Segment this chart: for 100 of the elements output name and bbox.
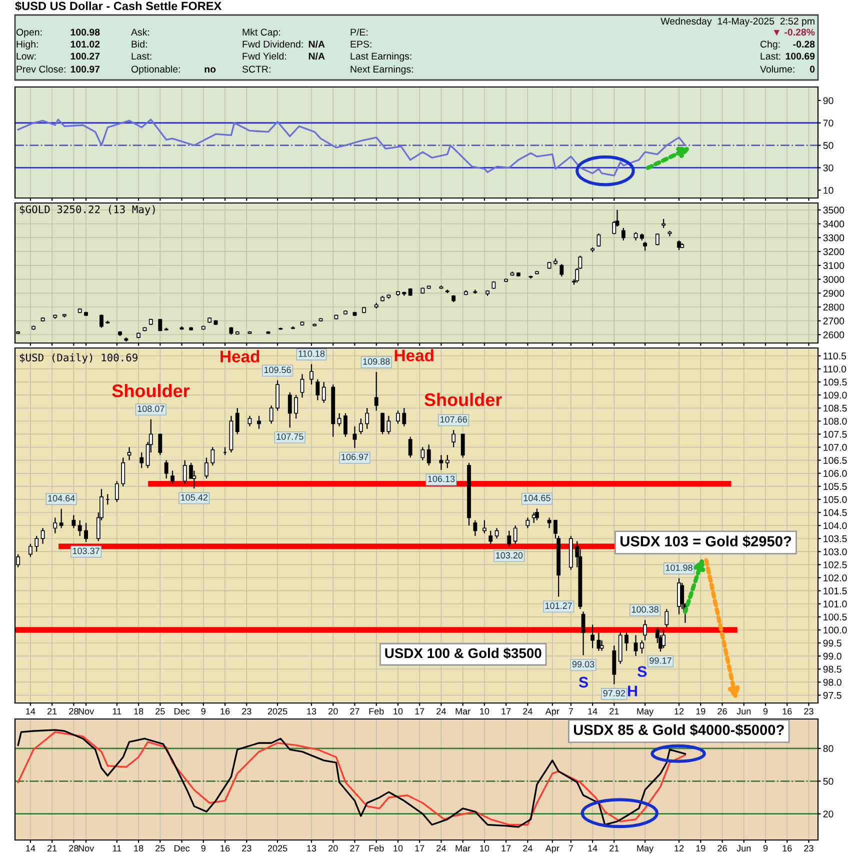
annotation: H (628, 686, 637, 696)
candlestick (662, 218, 666, 229)
annotation: Head (394, 349, 434, 362)
candlestick (40, 528, 45, 544)
y-tick-label: 50 (823, 142, 834, 149)
annotation: USDX 103 = Gold $2950? (620, 535, 792, 548)
text: P/E: (350, 28, 368, 36)
x-tick-label: 25 (156, 708, 165, 714)
x-tick-label: 9 (201, 708, 206, 714)
candlestick (121, 457, 126, 487)
y-tick-label: 99.0 (823, 652, 842, 660)
candlestick (408, 436, 412, 458)
candlestick (300, 374, 304, 398)
x-tick-label: 10 (480, 845, 490, 852)
y-tick-label: 2900 (823, 290, 844, 297)
x-tick-label: 28 (69, 845, 78, 852)
candlestick (494, 528, 499, 540)
candlestick (140, 452, 144, 469)
y-tick-label: 3400 (823, 220, 844, 228)
candlestick (344, 412, 348, 438)
candlestick (643, 241, 648, 252)
annotation: 107.66 (440, 416, 467, 423)
candlestick (210, 446, 215, 466)
candlestick (84, 522, 88, 542)
candlestick (164, 460, 168, 480)
x-tick-label: Jun (736, 845, 751, 852)
chart-title: $GOLD 3250.22 (13 May) (20, 205, 155, 216)
text: SCTR: (242, 66, 270, 73)
candlestick (170, 470, 174, 484)
x-tick-label: 25 (156, 845, 165, 852)
x-tick-label: 7 (568, 708, 573, 714)
y-tick-label: 97.5 (823, 692, 842, 699)
text: $USD US Dollar - Cash Settle FOREX (15, 1, 222, 11)
candlestick (452, 429, 456, 448)
y-tick-label: 106.0 (824, 470, 847, 477)
text: N/A (308, 40, 325, 48)
candlestick (158, 434, 162, 456)
candlestick (78, 520, 82, 536)
text: 100.69 (786, 52, 815, 60)
text: Last Earnings: (350, 52, 412, 62)
y-tick-label: 107.0 (824, 444, 847, 451)
y-tick-label: 109.0 (824, 392, 847, 399)
y-tick-label: 107.5 (824, 430, 847, 438)
x-tick-label: 14 (26, 845, 36, 852)
x-tick-label: 21 (610, 708, 619, 714)
x-tick-label: 16 (782, 708, 792, 714)
candlestick (581, 611, 586, 656)
x-tick-label: 14 (26, 708, 36, 714)
candlestick (662, 629, 666, 649)
candlestick (664, 608, 669, 628)
text: 100.27 (70, 52, 100, 60)
text: Open: (16, 28, 42, 38)
candlestick (358, 418, 363, 435)
annotation: 106.97 (342, 454, 368, 460)
y-tick-label: 20 (823, 810, 834, 818)
y-tick-label: 108.5 (824, 404, 847, 412)
y-tick-label: 2800 (823, 304, 844, 311)
candlestick (534, 508, 539, 521)
candlestick (288, 392, 292, 428)
annotation: 106.13 (428, 476, 455, 482)
line-series (17, 118, 686, 176)
candlestick (337, 412, 342, 427)
y-tick-label: 106.5 (824, 456, 847, 464)
y-tick-label: 103.5 (824, 535, 847, 542)
candlestick (114, 480, 119, 503)
annotation: 109.56 (264, 366, 291, 374)
candlestick (310, 364, 314, 386)
candlestick (590, 624, 595, 649)
text: High: (16, 40, 38, 50)
x-tick-label: 24 (436, 708, 446, 714)
candlestick (127, 446, 132, 461)
text: Prev Close: (16, 65, 66, 73)
y-tick-label: 100.0 (824, 626, 847, 634)
candlestick (402, 407, 406, 427)
x-tick-label: 17 (415, 845, 424, 852)
text: 100.97 (70, 66, 100, 73)
x-tick-label: Mar (456, 845, 470, 852)
x-tick-label: 21 (47, 708, 57, 714)
x-tick-label: May (637, 708, 654, 716)
x-tick-label: 2025 (268, 708, 288, 714)
text: no (204, 67, 216, 73)
candlestick (235, 407, 240, 435)
annotation: 105.42 (181, 494, 208, 501)
y-tick-label: 100.5 (824, 614, 847, 620)
candlestick (396, 410, 400, 424)
annotation: 103.37 (72, 548, 100, 554)
text: ▼ -0.28% (774, 28, 815, 36)
y-tick-label: 105.5 (824, 483, 847, 490)
text: Optionable: (131, 65, 180, 75)
annotation: 97.92 (603, 690, 626, 696)
y-tick-label: 108.0 (824, 418, 847, 425)
annotation: 108.07 (138, 406, 164, 412)
candlestick (612, 645, 616, 685)
y-tick-label: 3100 (823, 262, 844, 269)
y-tick-label: 101.5 (824, 587, 847, 594)
x-tick-label: 13 (307, 708, 316, 714)
candlestick (352, 426, 357, 449)
x-tick-label: 19 (696, 708, 706, 714)
candlestick (677, 240, 681, 251)
y-tick-label: 98.5 (823, 666, 842, 673)
